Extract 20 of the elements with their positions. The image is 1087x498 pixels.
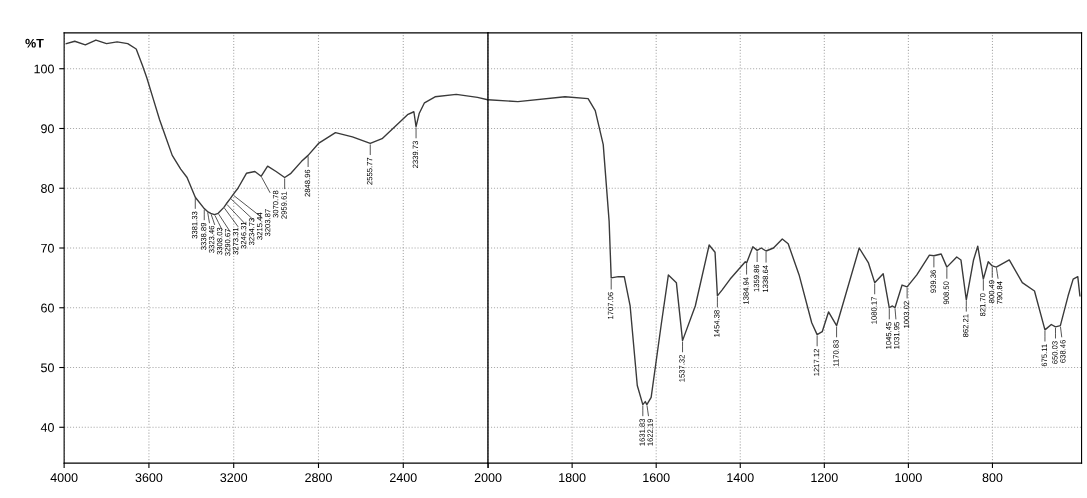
y-tick-label: 50 <box>41 363 54 373</box>
y-tick-label: 70 <box>41 243 54 253</box>
y-tick-label: 90 <box>41 124 54 134</box>
x-tick-label: 2000 <box>474 473 502 483</box>
x-tick-label: 4000 <box>50 473 78 483</box>
x-tick-label: 3600 <box>135 473 163 483</box>
y-axis-title: %T <box>25 38 44 48</box>
x-tick-label: 1600 <box>643 473 670 483</box>
y-tick-label: 60 <box>41 303 54 313</box>
x-tick-label: 1400 <box>727 473 754 483</box>
x-tick-label: 2400 <box>390 473 417 483</box>
x-tick-label: 1200 <box>811 473 838 483</box>
y-tick-label: 80 <box>41 184 54 193</box>
x-tick-label: 800 <box>982 473 1003 483</box>
x-tick-label: 1000 <box>895 473 922 483</box>
y-tick-label: 100 <box>34 64 54 74</box>
x-tick-label: 2800 <box>305 473 332 483</box>
y-tick-label: 40 <box>40 423 54 432</box>
x-tick-label: 3200 <box>220 473 248 483</box>
x-tick-label: 1800 <box>559 473 586 483</box>
